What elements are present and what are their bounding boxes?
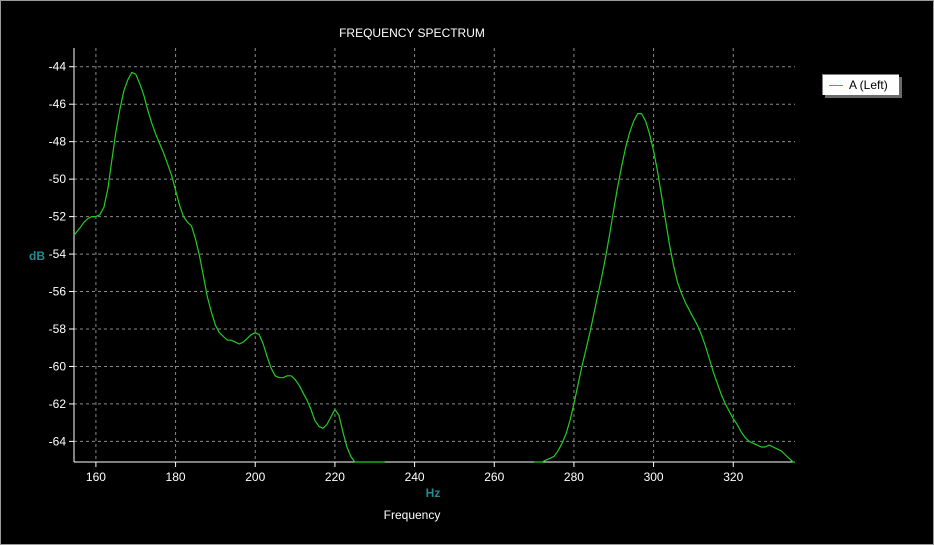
x-tick-label: 160 xyxy=(86,470,106,484)
axes xyxy=(69,48,795,467)
legend-swatch xyxy=(829,84,843,86)
y-tick-label: -48 xyxy=(49,135,67,149)
x-axis-label: Frequency xyxy=(384,508,441,522)
x-tick-label: 260 xyxy=(484,470,504,484)
tick-labels: 160 180 200 220 240 260 280 300 320 -44 -46 -48 -50 -… xyxy=(49,60,744,484)
y-tick-label: -60 xyxy=(49,359,67,373)
y-tick-label: -56 xyxy=(49,285,67,299)
series-line-2 xyxy=(534,112,795,463)
x-tick-label: 320 xyxy=(723,470,743,484)
legend-entry-label: A (Left) xyxy=(849,78,888,92)
x-tick-label: 300 xyxy=(644,470,664,484)
y-tick-label: -52 xyxy=(49,210,67,224)
y-tick-label: -50 xyxy=(49,172,67,186)
x-tick-label: 240 xyxy=(405,470,425,484)
x-tick-label: 180 xyxy=(166,470,186,484)
y-tick-label: -44 xyxy=(49,60,67,74)
x-tick-label: 280 xyxy=(564,470,584,484)
y-tick-label: -64 xyxy=(49,434,67,448)
plot-series xyxy=(73,71,795,463)
y-tick-label: -54 xyxy=(49,247,67,261)
x-tick-label: 220 xyxy=(325,470,345,484)
series-line-1 xyxy=(73,71,385,463)
y-tick-label: -62 xyxy=(49,397,67,411)
y-axis-label: dB xyxy=(29,249,45,263)
legend: A (Left) xyxy=(822,74,899,95)
x-axis-unit-label: Hz xyxy=(426,486,441,500)
grid-lines xyxy=(74,48,795,462)
y-tick-label: -46 xyxy=(49,97,67,111)
chart-title: FREQUENCY SPECTRUM xyxy=(339,26,485,40)
x-tick-label: 200 xyxy=(245,470,265,484)
y-tick-label: -58 xyxy=(49,322,67,336)
